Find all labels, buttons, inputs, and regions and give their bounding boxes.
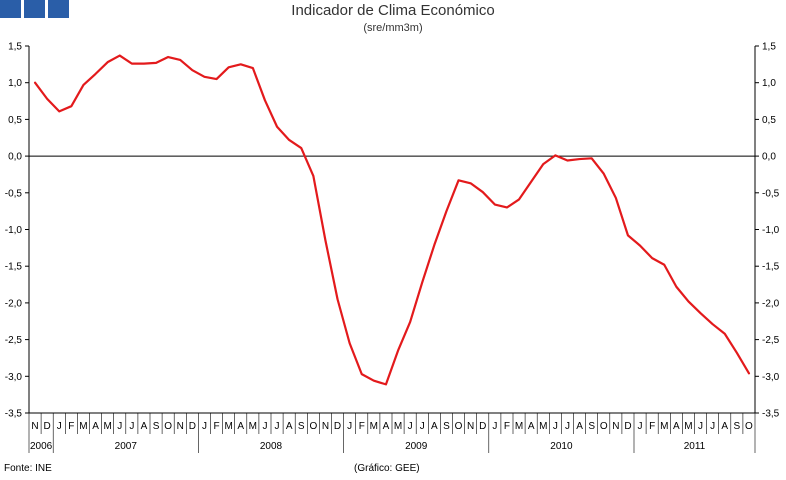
y-tick-label-left: -3,5 <box>5 409 23 420</box>
month-label: J <box>565 421 570 432</box>
year-label: 2010 <box>550 441 573 452</box>
month-label: M <box>103 421 111 432</box>
y-tick-label-left: -2,5 <box>5 335 23 346</box>
month-label: J <box>638 421 643 432</box>
line-chart: 1,5 1,5 1,0 1,0 0,5 0,5 0,0 0,0 -0,5 -0,5 -1,0 -1,0… <box>5 42 780 453</box>
y-tick-label-left: 0,0 <box>8 152 22 163</box>
month-label: S <box>588 421 595 432</box>
month-label: J <box>202 421 207 432</box>
month-label: J <box>698 421 703 432</box>
source-note: Fonte: INE <box>4 463 52 474</box>
y-tick-label-right: -3,5 <box>762 409 780 420</box>
y-tick-label-right: -1,0 <box>762 225 780 236</box>
month-label: O <box>745 421 753 432</box>
y-tick-label-right: 1,5 <box>762 42 776 53</box>
month-label: F <box>68 421 74 432</box>
month-label: A <box>383 421 390 432</box>
year-label: 2007 <box>115 441 138 452</box>
year-label: 2008 <box>260 441 283 452</box>
y-tick-label-right: 1,0 <box>762 78 776 89</box>
month-label: A <box>237 421 244 432</box>
month-label: D <box>44 421 51 432</box>
month-label: S <box>734 421 741 432</box>
month-label: M <box>370 421 378 432</box>
month-label: J <box>117 421 122 432</box>
y-tick-label-right: 0,5 <box>762 115 776 126</box>
month-label: M <box>394 421 402 432</box>
y-tick-label-left: -3,0 <box>5 372 23 383</box>
y-tick-label-right: -2,0 <box>762 298 780 309</box>
year-label: 2009 <box>405 441 428 452</box>
y-tick-label-left: 1,5 <box>8 42 22 53</box>
month-label: J <box>129 421 134 432</box>
logo-square <box>48 0 69 18</box>
month-label: M <box>79 421 87 432</box>
month-label: D <box>334 421 341 432</box>
month-label: A <box>141 421 148 432</box>
month-label: A <box>92 421 99 432</box>
month-label: O <box>600 421 608 432</box>
month-label: J <box>57 421 62 432</box>
month-label: S <box>153 421 160 432</box>
logo <box>0 0 69 18</box>
month-label: F <box>359 421 365 432</box>
month-label: O <box>309 421 317 432</box>
month-label: J <box>553 421 558 432</box>
month-label: S <box>298 421 305 432</box>
month-label: O <box>455 421 463 432</box>
month-label: D <box>189 421 196 432</box>
y-tick-label-right: -2,5 <box>762 335 780 346</box>
month-label: M <box>515 421 523 432</box>
month-label: D <box>479 421 486 432</box>
month-label: A <box>431 421 438 432</box>
month-label: O <box>164 421 172 432</box>
month-label: M <box>660 421 668 432</box>
y-tick-label-right: -3,0 <box>762 372 780 383</box>
y-tick-label-right: -1,5 <box>762 262 780 273</box>
logo-square <box>0 0 21 18</box>
series-line <box>33 54 751 386</box>
y-tick-label-left: -1,0 <box>5 225 23 236</box>
chart-subtitle: (sre/mm3m) <box>363 22 423 34</box>
y-tick-label-right: 0,0 <box>762 152 776 163</box>
month-label: N <box>31 421 38 432</box>
month-label: M <box>224 421 232 432</box>
month-label: M <box>249 421 257 432</box>
month-label: N <box>467 421 474 432</box>
month-label: A <box>286 421 293 432</box>
month-label: J <box>408 421 413 432</box>
month-label: A <box>673 421 680 432</box>
y-tick-label-right: -0,5 <box>762 188 780 199</box>
chart-credit: (Gráfico: GEE) <box>354 463 420 474</box>
month-label: A <box>576 421 583 432</box>
y-tick-label-left: 0,5 <box>8 115 22 126</box>
month-label: F <box>213 421 219 432</box>
month-label: J <box>420 421 425 432</box>
y-tick-label-left: 1,0 <box>8 78 22 89</box>
month-label: S <box>443 421 450 432</box>
chart-title: Indicador de Clima Económico <box>291 2 495 19</box>
month-label: F <box>504 421 510 432</box>
month-label: J <box>262 421 267 432</box>
month-label: A <box>528 421 535 432</box>
month-label: J <box>347 421 352 432</box>
month-label: N <box>322 421 329 432</box>
month-label: M <box>684 421 692 432</box>
month-label: F <box>649 421 655 432</box>
month-label: D <box>624 421 631 432</box>
y-tick-label-left: -0,5 <box>5 188 23 199</box>
year-label: 2011 <box>684 441 706 452</box>
month-label: A <box>721 421 728 432</box>
year-label: 2006 <box>30 441 53 452</box>
month-label: J <box>710 421 715 432</box>
y-tick-label-left: -1,5 <box>5 262 23 273</box>
month-label: J <box>492 421 497 432</box>
month-label: M <box>539 421 547 432</box>
month-label: N <box>612 421 619 432</box>
month-label: J <box>275 421 280 432</box>
logo-square <box>24 0 45 18</box>
month-label: N <box>177 421 184 432</box>
y-tick-label-left: -2,0 <box>5 298 23 309</box>
